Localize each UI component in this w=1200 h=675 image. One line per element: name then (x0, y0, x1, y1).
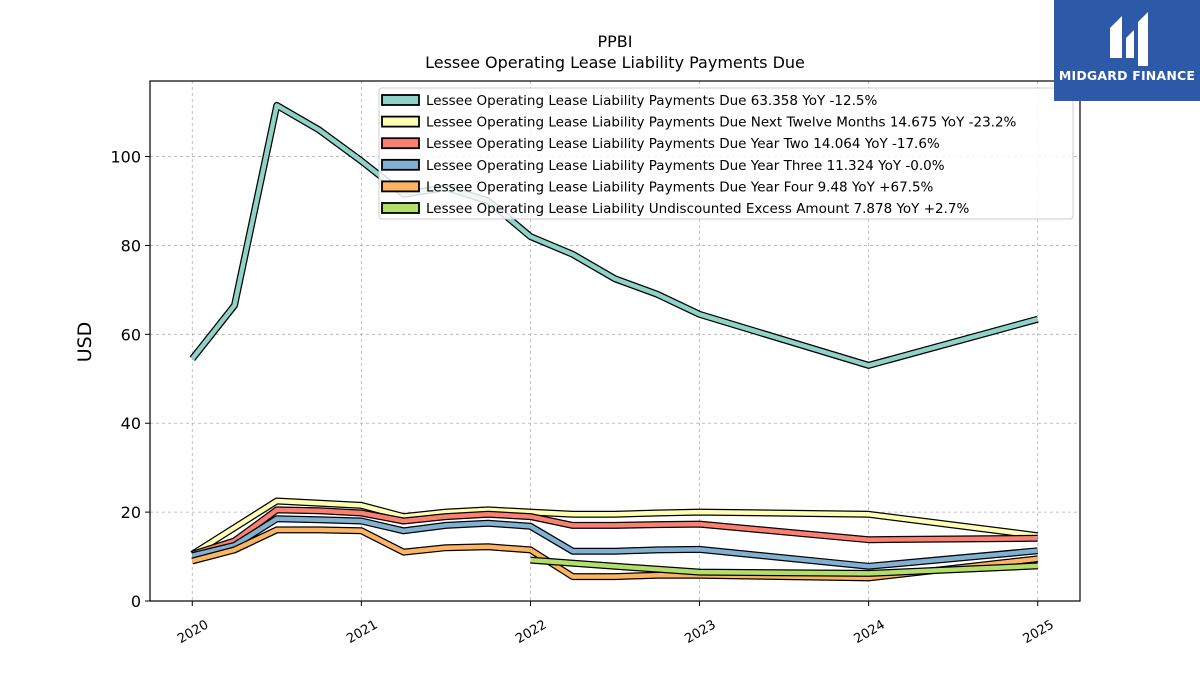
legend-entry-label: Lessee Operating Lease Liability Payment… (426, 158, 945, 174)
series-4-line (191, 516, 1038, 569)
series-3-line (191, 507, 1038, 557)
legend-entry-label: Lessee Operating Lease Liability Payment… (426, 179, 934, 195)
y-tick-label: 0 (131, 592, 141, 611)
y-axis-ticks: 0 20 40 60 80 100 (110, 148, 150, 611)
legend-swatch (381, 158, 420, 171)
legend-box (378, 87, 1074, 220)
legend-entry-label: Lessee Operating Lease Liability Undisco… (426, 201, 970, 217)
legend-entry-label: Lessee Operating Lease Liability Payment… (426, 136, 940, 152)
legend-entry-label: Lessee Operating Lease Liability Payment… (426, 115, 1017, 131)
logo-mark-icon (1110, 12, 1148, 66)
legend: Lessee Operating Lease Liability Payment… (378, 87, 1074, 220)
series-5-line (191, 527, 1038, 581)
plot-area-frame (149, 80, 1081, 602)
legend-entry-label: Lessee Operating Lease Liability Payment… (426, 93, 877, 109)
y-tick-label: 80 (121, 236, 141, 255)
series-6-line (530, 557, 1038, 576)
legend-swatch (381, 202, 420, 214)
y-tick-label: 60 (121, 325, 141, 344)
x-tick-label: 2023 (682, 617, 718, 647)
y-tick-label: 100 (110, 148, 141, 167)
x-tick-label: 2025 (1021, 617, 1057, 647)
legend-swatch (381, 115, 420, 128)
legend-swatch (381, 180, 420, 193)
legend-swatch (381, 94, 420, 106)
chart-title: PPBI (598, 32, 633, 51)
x-tick-label: 2022 (513, 617, 549, 647)
x-tick-label: 2020 (175, 617, 211, 647)
x-axis-ticks: 2020 2021 2022 2023 2024 2025 (175, 601, 1057, 647)
x-tick-label: 2021 (344, 617, 380, 647)
series-layer (189, 101, 1039, 582)
x-tick-label: 2024 (851, 617, 887, 647)
chart-subtitle: Lessee Operating Lease Liability Payment… (425, 53, 805, 72)
y-tick-label: 40 (121, 414, 141, 433)
series-2-line (191, 498, 1038, 557)
y-axis-label: USD (74, 322, 96, 363)
legend-swatch (381, 137, 420, 150)
brand-logo: MIDGARD FINANCE (1054, 0, 1200, 101)
y-tick-label: 20 (121, 503, 141, 522)
brand-name: MIDGARD FINANCE (1058, 68, 1196, 83)
